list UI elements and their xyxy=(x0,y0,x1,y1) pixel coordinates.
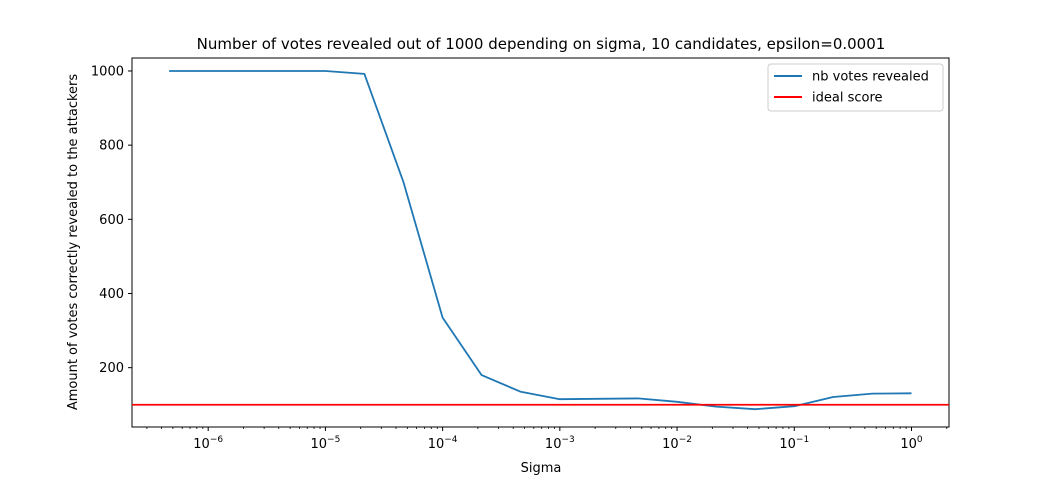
x-tick-label: 10−2 xyxy=(662,435,692,452)
x-tick-label-exponent: −6 xyxy=(210,435,224,445)
plot-area xyxy=(131,57,950,428)
x-tick-label: 10−5 xyxy=(310,435,340,452)
axes-frame xyxy=(131,57,950,428)
y-tick-label: 200 xyxy=(99,361,124,376)
x-tick-label-exponent: −2 xyxy=(679,435,692,445)
x-tick-label-base: 10 xyxy=(428,437,445,452)
legend: nb votes revealed ideal score xyxy=(767,63,944,112)
x-tick-label-base: 10 xyxy=(779,437,796,452)
x-tick-label-exponent: −5 xyxy=(327,435,340,445)
y-axis: 200 400 600 800 1000 xyxy=(91,64,132,376)
y-tick-label: 600 xyxy=(99,213,124,228)
x-tick-label: 100 xyxy=(900,435,923,452)
x-tick-label-base: 10 xyxy=(900,437,917,452)
x-tick-label-base: 10 xyxy=(662,437,679,452)
x-tick-label-exponent: −3 xyxy=(561,435,574,445)
x-axis: 10−6 10−5 10−4 10−3 10−2 10−1 100 xyxy=(146,427,948,452)
x-tick-label: 10−4 xyxy=(428,435,458,452)
legend-box xyxy=(767,63,944,112)
y-axis-label: Amount of votes correctly revealed to th… xyxy=(66,74,81,411)
y-tick-label: 1000 xyxy=(91,64,124,79)
x-tick-label-base: 10 xyxy=(193,437,210,452)
x-tick-label-base: 10 xyxy=(545,437,562,452)
x-tick-label: 10−3 xyxy=(545,435,575,452)
x-tick-label-exponent: −1 xyxy=(796,435,809,445)
chart-title: Number of votes revealed out of 1000 dep… xyxy=(197,35,886,53)
legend-label-ideal: ideal score xyxy=(812,91,883,106)
series-line-nb-votes-revealed xyxy=(169,70,912,411)
x-tick-label: 10−6 xyxy=(193,435,223,452)
x-tick-label-base: 10 xyxy=(310,437,327,452)
x-tick-label-exponent: 0 xyxy=(917,435,923,445)
x-axis-label: Sigma xyxy=(521,461,562,476)
x-tick-label-exponent: −4 xyxy=(444,435,458,445)
y-tick-label: 800 xyxy=(99,139,124,154)
legend-label-nb-votes: nb votes revealed xyxy=(812,70,929,85)
y-tick-label: 400 xyxy=(99,287,124,302)
series-layer xyxy=(132,70,949,411)
x-tick-label: 10−1 xyxy=(779,435,809,452)
